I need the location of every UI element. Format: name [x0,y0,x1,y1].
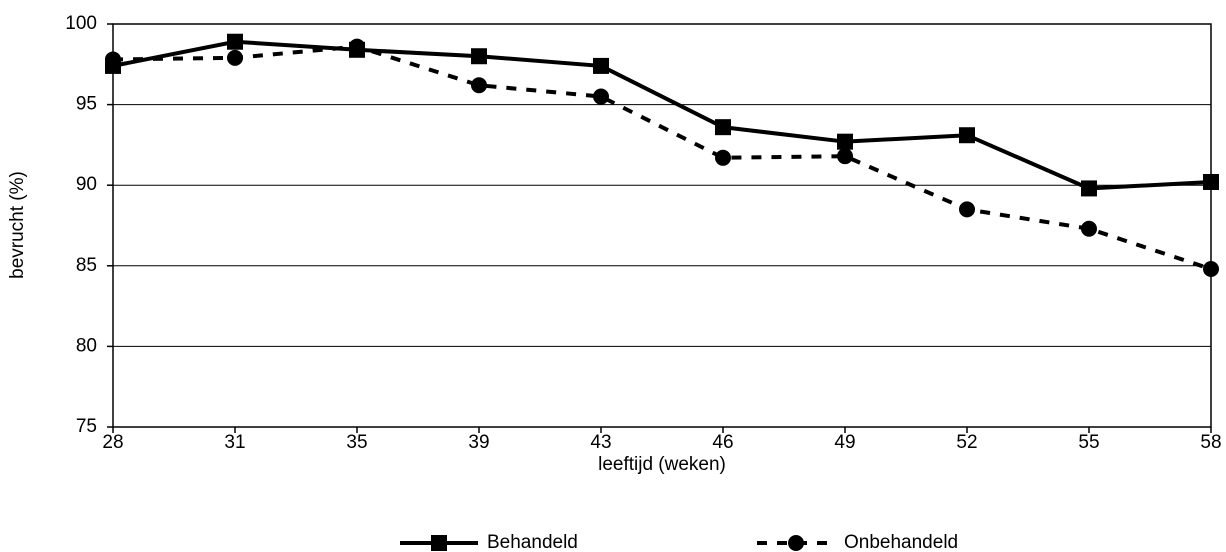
legend-marker [788,535,804,551]
x-tick-label: 46 [712,432,733,453]
data-point [593,88,609,105]
x-tick-label: 31 [224,432,245,453]
x-tick-label: 43 [590,432,611,453]
x-tick-label: 55 [1078,432,1099,453]
plot-border [112,23,1212,428]
x-tick-label: 49 [834,432,855,453]
series-line [112,44,1212,271]
data-point [959,127,975,144]
series-line [112,39,1212,191]
x-tick-label: 52 [956,432,977,453]
y-tick-label: 100 [65,13,97,34]
x-tick-label: 39 [468,432,489,453]
x-tick-label: 35 [346,432,367,453]
y-tick-label: 75 [76,416,97,437]
data-point [1081,220,1097,237]
legend-label: Onbehandeld [844,532,958,552]
data-point [837,133,853,150]
data-point [837,148,853,165]
y-tick-label: 80 [76,335,97,356]
legend-label: Behandeld [487,532,578,552]
data-point [471,77,487,94]
data-point [105,51,121,68]
y-tick-label: 95 [76,94,97,115]
data-point [593,57,609,74]
data-point [959,201,975,218]
legend-marker [431,535,447,551]
data-point [715,149,731,166]
y-tick-label: 90 [76,174,97,195]
y-axis-title: bevrucht (%) [7,171,28,279]
data-point [349,38,365,55]
x-axis-title: leeftijd (weken) [598,454,726,475]
data-point [227,33,243,50]
data-point [227,49,243,66]
data-point [1203,173,1219,190]
data-point [715,119,731,136]
data-point [471,48,487,65]
data-point [1081,180,1097,197]
y-tick-label: 85 [76,255,97,276]
data-point [1203,261,1219,278]
x-tick-label: 58 [1200,432,1221,453]
x-tick-label: 28 [102,432,123,453]
